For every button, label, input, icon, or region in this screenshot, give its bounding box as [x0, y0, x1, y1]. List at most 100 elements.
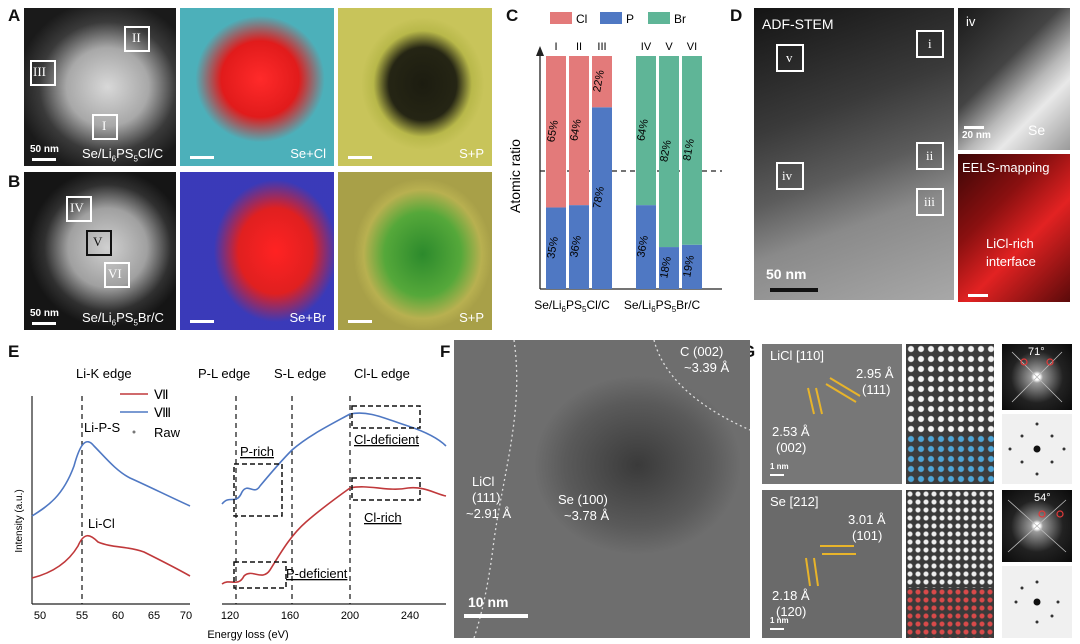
- bar-segment-br: [659, 56, 679, 248]
- spot: [1050, 460, 1054, 464]
- spot: [1035, 472, 1039, 476]
- licl-d1: 2.95 Å: [856, 366, 894, 381]
- region-box-vi: [104, 262, 130, 288]
- spot: [1062, 447, 1066, 451]
- bar-category-label: IV: [641, 41, 652, 53]
- region-box-iii: [30, 60, 56, 86]
- se-label: Se (100): [558, 492, 608, 507]
- spectrum-vii-left: [31, 534, 191, 579]
- sample-label-a: Se/Li6PS5Cl/C: [82, 146, 164, 164]
- bar-data-label: 36%: [635, 234, 651, 258]
- se-d2: 2.18 Å: [772, 588, 810, 603]
- se-d1: 3.01 Å: [848, 512, 886, 527]
- fft-streak: [1007, 499, 1067, 553]
- legend-label-vii: Ⅶ: [154, 387, 169, 402]
- atom-model-se: [906, 588, 994, 638]
- region-box-i: [92, 114, 118, 140]
- eels-label-2: interface: [986, 254, 1036, 269]
- label-cl-deficient: Cl-deficient: [354, 432, 419, 447]
- lattice-mark: [807, 387, 815, 415]
- fft-se: 54°: [1002, 490, 1072, 562]
- fft-spot: [1046, 358, 1054, 366]
- fft-angle-2: 54°: [1034, 492, 1051, 504]
- fft-angle-1: 71°: [1028, 346, 1045, 358]
- sample-label-b: Se/Li6PS5Br/C: [82, 310, 164, 328]
- licl-label: LiCl: [472, 474, 495, 489]
- tick-label: 60: [112, 610, 124, 622]
- spot: [1020, 460, 1024, 464]
- lattice-mark: [815, 387, 823, 415]
- map-label: Se+Cl: [290, 146, 326, 161]
- spot: [1020, 586, 1024, 590]
- bar-segment-cl: [592, 56, 612, 108]
- spectrum-viii-right: [221, 412, 447, 505]
- eels-scale-bar: [968, 294, 988, 297]
- legend-swatch-cl: [550, 12, 572, 24]
- simulated-lattice-se: [906, 490, 994, 638]
- panel-label-b: B: [8, 172, 21, 191]
- bar-segment-cl: [569, 56, 589, 206]
- inset-scale-label: 20 nm: [962, 130, 991, 141]
- haadf-image-a: II III I 50 nm Se/Li6PS5Cl/C: [24, 8, 176, 166]
- bar-data-label: 36%: [568, 234, 584, 258]
- x-axis-label: Energy loss (eV): [207, 629, 288, 641]
- c-spacing: ~3.39 Å: [684, 360, 730, 375]
- box-p-deficient: [233, 561, 287, 589]
- lattice-marks: [807, 377, 861, 415]
- region-label-iii: iii: [924, 194, 935, 209]
- box-cl-rich: [351, 477, 421, 501]
- spectrum-viii-left: [31, 441, 191, 517]
- spot: [1020, 434, 1024, 438]
- region-box-iv: [776, 162, 804, 190]
- bar-data-label: 78%: [591, 186, 607, 210]
- diffraction-pattern: [1014, 580, 1060, 624]
- scale-bar: [348, 320, 372, 323]
- central-spot: [1033, 445, 1041, 453]
- tick-label: 200: [341, 610, 359, 622]
- scale-label: 50 nm: [30, 144, 59, 155]
- scale-label: 10 nm: [468, 594, 509, 610]
- edge-label-p: P-L edge: [198, 366, 250, 381]
- inset-se-label: Se: [1028, 122, 1046, 138]
- fft-licl: 71°: [1002, 344, 1072, 410]
- eels-title: EELS-mapping: [962, 160, 1050, 175]
- legend-swatch-br: [648, 12, 670, 24]
- eds-map-s-p-b: S+P: [338, 172, 492, 330]
- spot: [1050, 434, 1054, 438]
- adf-stem-image: ADF-STEM v i ii iv iii 50 nm: [754, 8, 954, 300]
- se-spacing: ~3.78 Å: [564, 508, 610, 523]
- fft-overlay: [1007, 499, 1067, 553]
- hrtem-licl: LiCl [110] 2.95 Å (111) 2.53 Å (002) 1 n…: [762, 344, 902, 484]
- box-cl-deficient: [351, 405, 421, 429]
- y-axis-arrow: [536, 46, 544, 56]
- licl-boundary: [473, 340, 518, 638]
- scale-bar: [190, 320, 214, 323]
- region-box-v: [776, 44, 804, 72]
- region-box-iv: [66, 196, 92, 222]
- tick-label: 160: [281, 610, 299, 622]
- map-label: S+P: [459, 146, 484, 161]
- legend-label-cl: Cl: [576, 12, 587, 26]
- spectrum-vii-right: [221, 486, 447, 585]
- lattice-mark: [825, 383, 857, 403]
- legend-label-br: Br: [674, 12, 686, 26]
- fft-spot: [1056, 510, 1064, 518]
- bar-data-label: 81%: [681, 138, 697, 162]
- edge-label-li: Li-K edge: [76, 366, 132, 381]
- hrtem-se: Se [212] 3.01 Å (101) 2.18 Å (120) 1 nm: [762, 490, 902, 638]
- spot: [1008, 447, 1012, 451]
- scale-bar: [770, 628, 784, 630]
- bar-category-label: V: [665, 41, 673, 53]
- legend-raw-marker: [132, 430, 136, 434]
- scale-label: 50 nm: [30, 308, 59, 319]
- spot: [1056, 600, 1060, 604]
- region-box-ii: [916, 142, 944, 170]
- legend-label-viii: Ⅷ: [154, 405, 171, 420]
- scale-label: 1 nm: [770, 462, 789, 471]
- bar-segment-p: [636, 205, 656, 289]
- eels-map: EELS-mapping LiCl-rich interface: [958, 154, 1070, 302]
- c-label: C (002): [680, 344, 724, 359]
- bar-data-label: 64%: [635, 118, 651, 142]
- region-label-ii: ii: [926, 148, 934, 163]
- bar-category-label: I: [554, 41, 557, 53]
